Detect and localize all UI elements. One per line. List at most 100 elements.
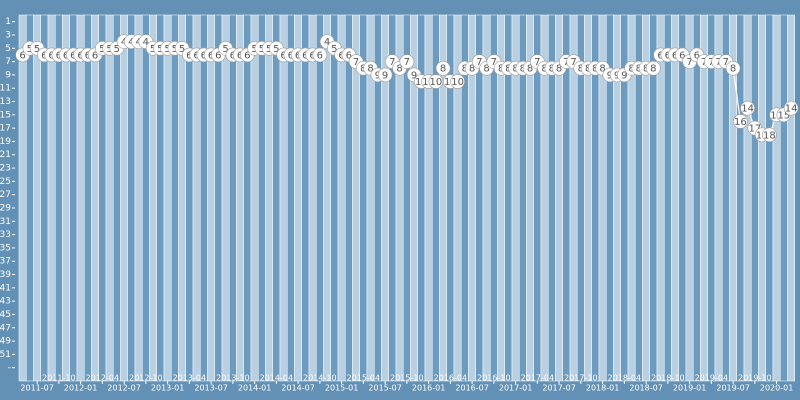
y-tick-label: 9 (5, 70, 11, 80)
point-label: 6 (186, 50, 192, 61)
band (678, 14, 687, 382)
point-label: 8 (556, 64, 562, 75)
band (758, 14, 766, 382)
point-label: 7 (715, 57, 721, 68)
y-tick-label: 23 (0, 164, 11, 174)
point (740, 100, 755, 116)
point-label: 5 (172, 44, 178, 55)
point-label: 9 (607, 70, 613, 81)
band (707, 14, 716, 382)
point-label: 9 (382, 70, 388, 81)
point-label: 9 (411, 70, 417, 81)
x-tick-label: 2020-01 (760, 384, 793, 393)
band (25, 14, 34, 382)
x-tick-label: 2014-07 (281, 384, 314, 393)
y-tick-label: 49 (0, 337, 11, 347)
y-tick-label: 47 (0, 323, 11, 333)
x-tick-label: 2016-07 (455, 384, 488, 393)
band (301, 14, 310, 382)
band (207, 14, 215, 382)
point-label: 7 (563, 57, 569, 68)
point-label: 10 (444, 77, 457, 88)
y-tick-label: 17 (0, 124, 11, 134)
band (765, 14, 774, 382)
y-tick-label: 27 (0, 190, 11, 200)
x-tick-label: 2014-10 (303, 374, 336, 383)
band (257, 14, 266, 382)
y-tick-label: 45 (0, 310, 11, 320)
band (337, 14, 346, 382)
band (18, 14, 27, 382)
point-label: 9 (614, 70, 620, 81)
band (250, 14, 259, 382)
point-label: 5 (150, 44, 156, 55)
point-label: 8 (483, 64, 489, 75)
point-label: 5 (164, 44, 170, 55)
band (243, 14, 252, 382)
point-label: 4 (135, 37, 141, 48)
band (743, 14, 752, 382)
point-label: 4 (143, 37, 149, 48)
point-label: 9 (375, 70, 381, 81)
point-label: 5 (34, 44, 40, 55)
point-label: 7 (701, 57, 707, 68)
y-tick-label: 3 (5, 30, 11, 40)
point-label: 8 (396, 64, 402, 75)
y-tick-label: 19 (0, 137, 11, 147)
band (83, 14, 92, 382)
band (663, 14, 672, 382)
x-tick-label: 2019-01 (673, 384, 706, 393)
x-tick-label: 2019-10 (738, 374, 771, 383)
y-tick-label: 33 (0, 230, 11, 240)
point (312, 47, 328, 63)
point-label: 6 (41, 50, 47, 61)
point (377, 67, 393, 83)
point-label: 15 (777, 110, 790, 121)
point (733, 114, 748, 129)
x-tick-label: 2016-10 (477, 374, 510, 383)
point-label: 6 (295, 50, 301, 61)
point-label: 6 (56, 50, 62, 61)
band (330, 14, 339, 382)
band (315, 14, 324, 382)
point-label: 6 (63, 50, 69, 61)
point-label: 9 (621, 70, 627, 81)
y-tick-label: - (8, 363, 11, 373)
point-label: 6 (665, 50, 671, 61)
y-tick-label: 35 (0, 243, 11, 253)
x-tick-label: 2018-07 (629, 384, 662, 393)
x-tick-label: 2017-07 (542, 384, 575, 393)
point-label: 6 (92, 50, 98, 61)
band (127, 14, 136, 382)
point-label: 5 (251, 44, 257, 55)
point-label: 5 (27, 44, 33, 55)
point-label: 8 (367, 64, 373, 75)
x-tick-label: 2012-01 (64, 384, 97, 393)
y-tick-label: 25 (0, 177, 11, 187)
point-label: 8 (440, 64, 446, 75)
point-label: 8 (578, 64, 584, 75)
point-label: 8 (462, 64, 468, 75)
point-label: 8 (527, 64, 533, 75)
band (149, 14, 157, 382)
x-tick-label: 2013-01 (151, 384, 184, 393)
point-label: 8 (628, 64, 634, 75)
x-tick-label: 2011-10 (42, 374, 75, 383)
point-label: 7 (723, 57, 729, 68)
point-label: 7 (708, 57, 714, 68)
x-tick-label: 2013-07 (194, 384, 227, 393)
band (214, 14, 223, 382)
point (435, 60, 451, 76)
point-label: 6 (657, 50, 663, 61)
point-label: 6 (193, 50, 199, 61)
band (156, 14, 165, 382)
x-tick-label: 2017-10 (564, 374, 597, 383)
point-label: 6 (346, 50, 352, 61)
band (700, 14, 708, 382)
point-label: 8 (730, 64, 736, 75)
point-label: 6 (237, 50, 243, 61)
point-label: 7 (404, 57, 410, 68)
y-tick-label: 39 (0, 270, 11, 280)
point-label: 16 (734, 117, 747, 128)
point-label: 6 (280, 50, 286, 61)
